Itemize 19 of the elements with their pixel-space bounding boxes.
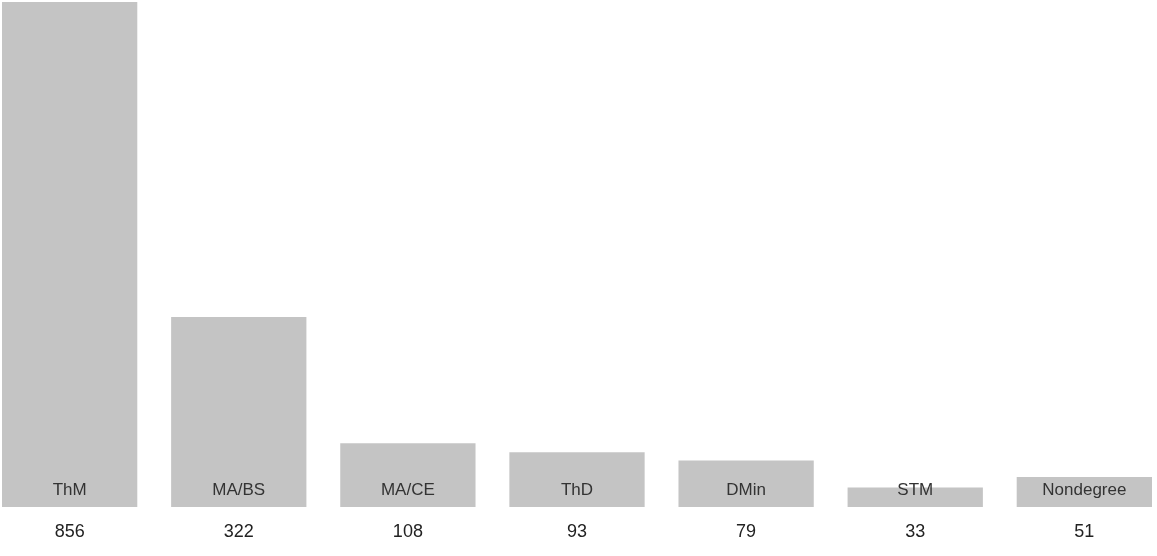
data-label: 322 <box>223 521 254 541</box>
bar <box>509 452 645 507</box>
bar <box>678 460 814 507</box>
bar <box>340 443 476 507</box>
bar <box>2 2 138 507</box>
x-tick-label: MA/BS <box>212 480 266 499</box>
data-label: 51 <box>1074 521 1095 541</box>
data-label: 108 <box>392 521 423 541</box>
data-label: 856 <box>54 521 85 541</box>
x-tick-label: Nondegree <box>1042 480 1127 499</box>
x-tick-label: ThM <box>52 480 87 499</box>
x-tick-label: DMin <box>726 480 766 499</box>
x-tick-label: STM <box>897 480 934 499</box>
data-label: 79 <box>736 521 757 541</box>
data-label: 33 <box>905 521 926 541</box>
bar <box>171 317 307 507</box>
x-tick-label: MA/CE <box>380 480 435 499</box>
data-label: 93 <box>566 521 588 541</box>
x-tick-label: ThD <box>560 480 594 499</box>
